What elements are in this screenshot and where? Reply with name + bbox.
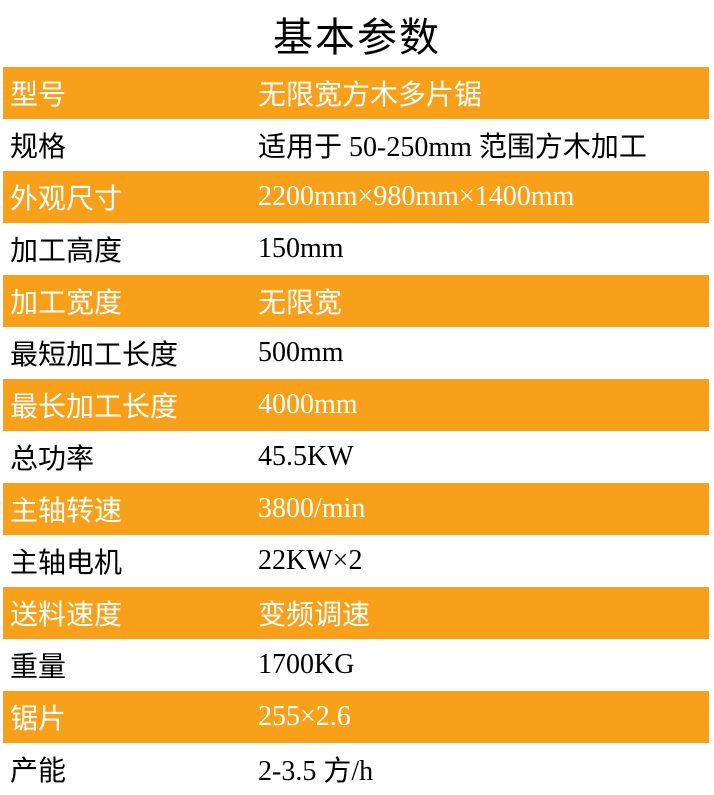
spec-value: 22KW×2	[258, 545, 363, 576]
table-row: 主轴转速 3800/min	[3, 483, 709, 535]
spec-label: 重量	[10, 652, 67, 683]
spec-label: 主轴转速	[10, 496, 123, 527]
table-row: 总功率 45.5KW	[3, 431, 709, 483]
spec-label: 主轴电机	[10, 548, 123, 579]
spec-value: 3800/min	[258, 493, 366, 524]
spec-value: 45.5KW	[258, 441, 354, 472]
spec-value: 无限宽方木多片锯	[258, 80, 483, 111]
spec-value: 适用于 50-250mm 范围方木加工	[258, 132, 647, 163]
spec-value: 无限宽	[258, 288, 343, 319]
spec-value: 2200mm×980mm×1400mm	[258, 181, 575, 212]
spec-value: 4000mm	[258, 389, 358, 420]
table-row: 外观尺寸 2200mm×980mm×1400mm	[3, 171, 709, 223]
spec-label: 最短加工长度	[10, 340, 179, 371]
spec-label: 最长加工长度	[10, 392, 179, 423]
table-row: 最短加工长度 500mm	[3, 327, 709, 379]
spec-label: 送料速度	[10, 600, 123, 631]
spec-label: 加工高度	[10, 236, 123, 267]
table-row: 加工高度 150mm	[3, 223, 709, 275]
spec-label: 外观尺寸	[10, 184, 123, 215]
table-row: 规格 适用于 50-250mm 范围方木加工	[3, 119, 709, 171]
spec-value: 变频调速	[258, 600, 371, 631]
spec-label: 产能	[10, 756, 67, 787]
spec-label: 规格	[10, 132, 67, 163]
table-row: 型号 无限宽方木多片锯	[3, 67, 709, 119]
spec-value: 500mm	[258, 337, 344, 368]
spec-value: 1700KG	[258, 649, 355, 680]
table-row: 重量 1700KG	[3, 639, 709, 691]
spec-label: 总功率	[10, 444, 95, 475]
spec-label: 锯片	[10, 704, 67, 735]
spec-value: 2-3.5 方/h	[258, 756, 374, 787]
spec-label: 加工宽度	[10, 288, 123, 319]
table-row: 加工宽度 无限宽	[3, 275, 709, 327]
table-row: 主轴电机 22KW×2	[3, 535, 709, 587]
table-row: 送料速度 变频调速	[3, 587, 709, 639]
table-row: 锯片 255×2.6	[3, 691, 709, 743]
spec-label: 型号	[10, 80, 67, 111]
page-title: 基本参数	[273, 14, 441, 60]
table-row: 产能 2-3.5 方/h	[3, 743, 709, 795]
spec-table: 型号 无限宽方木多片锯 规格 适用于 50-250mm 范围方木加工 外观尺寸 …	[3, 67, 709, 795]
spec-value: 150mm	[258, 233, 344, 264]
table-row: 最长加工长度 4000mm	[3, 379, 709, 431]
spec-value: 255×2.6	[258, 701, 351, 732]
